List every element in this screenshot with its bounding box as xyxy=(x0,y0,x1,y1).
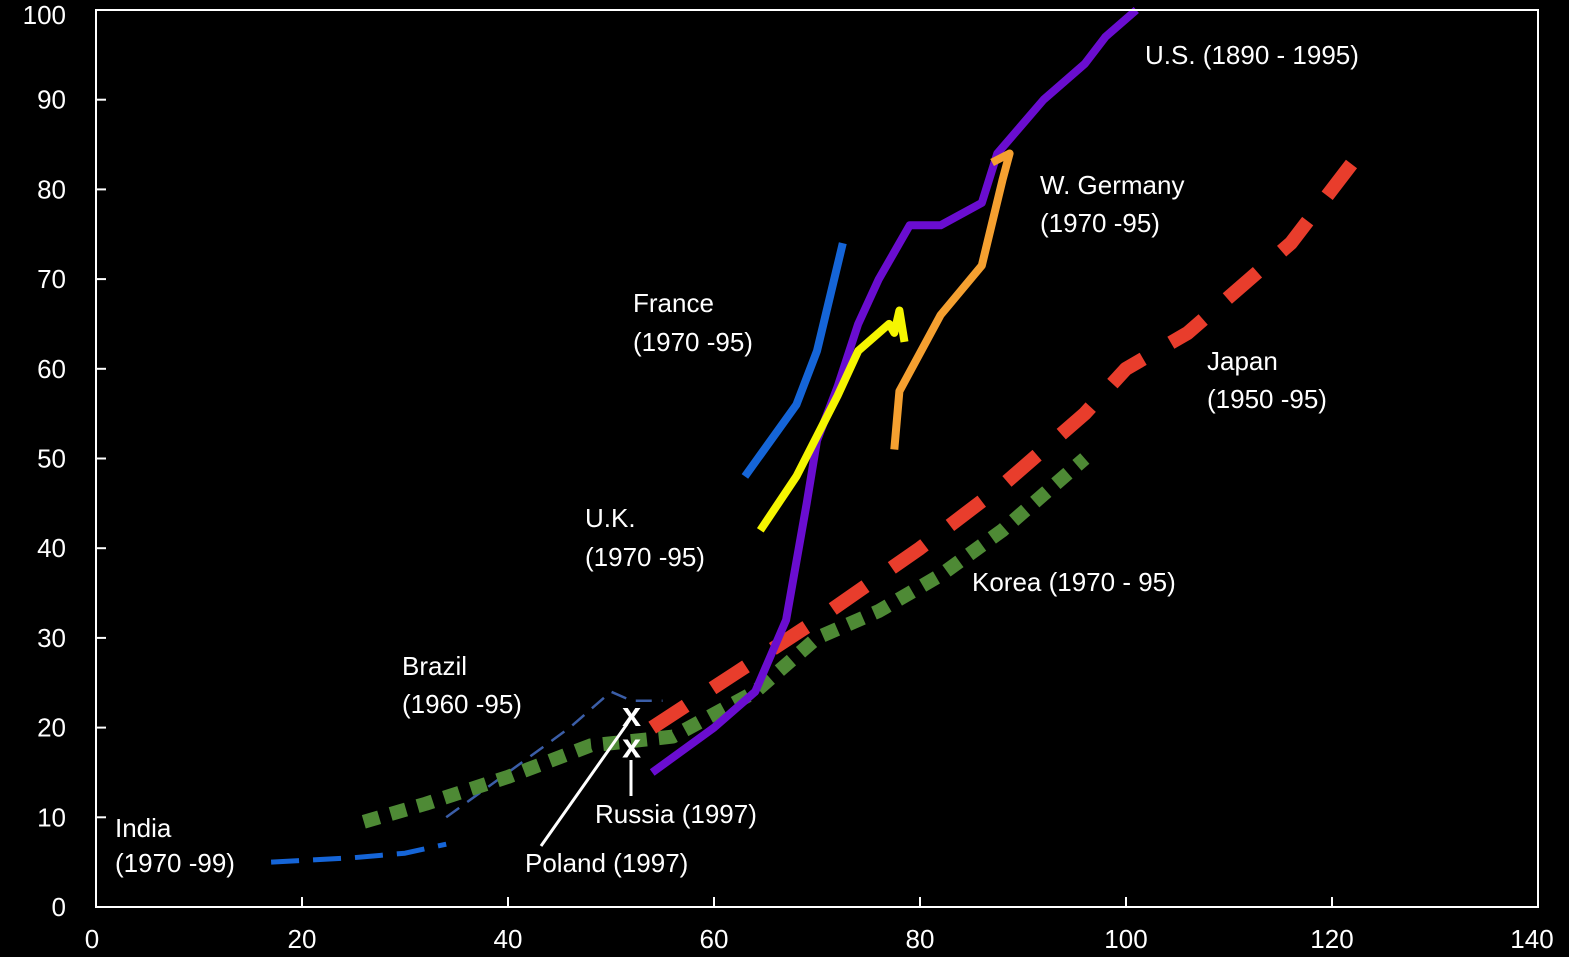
y-tick-label: 0 xyxy=(52,892,66,922)
y-tick-label: 10 xyxy=(37,802,66,832)
germany-label-line1: W. Germany xyxy=(1040,170,1184,200)
poland-label: Poland (1997) xyxy=(525,848,688,878)
france-label-line1: France xyxy=(633,288,714,318)
uk-label-line2: (1970 -95) xyxy=(585,542,705,572)
x-tick-label: 140 xyxy=(1510,924,1553,954)
russia-marker: x xyxy=(622,728,641,766)
series-line-7 xyxy=(890,149,1014,450)
x-tick-label: 120 xyxy=(1310,924,1353,954)
y-tick-label: 90 xyxy=(37,85,66,115)
x-tick-label: 0 xyxy=(85,924,99,954)
russia-label: Russia (1997) xyxy=(595,799,757,829)
x-tick-label: 80 xyxy=(906,924,935,954)
us-label: U.S. (1890 - 1995) xyxy=(1145,40,1359,70)
brazil-label-line2: (1960 -95) xyxy=(402,689,522,719)
series-line-3 xyxy=(648,158,1359,734)
y-tick-label: 60 xyxy=(37,354,66,384)
series-line-0 xyxy=(270,841,447,865)
y-tick-label: 40 xyxy=(37,533,66,563)
y-tick-label: 100 xyxy=(23,0,66,30)
x-tick-label: 20 xyxy=(288,924,317,954)
y-tick-label: 30 xyxy=(37,623,66,653)
india-label-line2: (1970 -99) xyxy=(115,848,235,878)
series-line-6 xyxy=(756,306,909,533)
korea-label: Korea (1970 - 95) xyxy=(972,567,1176,597)
japan-label-line1: Japan xyxy=(1207,346,1278,376)
x-tick-label: 40 xyxy=(494,924,523,954)
germany-label-line2: (1970 -95) xyxy=(1040,208,1160,238)
series-line-2 xyxy=(361,453,1090,829)
series-layer xyxy=(270,6,1359,865)
y-tick-label: 50 xyxy=(37,444,66,474)
brazil-label-line1: Brazil xyxy=(402,651,467,681)
series-line-5 xyxy=(741,242,847,479)
x-tick-label: 60 xyxy=(700,924,729,954)
y-tick-label: 20 xyxy=(37,713,66,743)
india-label-line1: India xyxy=(115,813,172,843)
uk-label-line1: U.K. xyxy=(585,503,636,533)
y-tick-label: 70 xyxy=(37,264,66,294)
y-tick-label: 80 xyxy=(37,174,66,204)
france-label-line2: (1970 -95) xyxy=(633,327,753,357)
tick-layer: 0 20 40 60 80 100 120 140 0 10 20 30 40 50 60 70 80 90 100 xyxy=(23,0,1554,954)
poland-leader-line xyxy=(539,723,629,847)
japan-label-line2: (1950 -95) xyxy=(1207,384,1327,414)
series-line-4 xyxy=(649,6,1139,776)
x-tick-label: 100 xyxy=(1104,924,1147,954)
